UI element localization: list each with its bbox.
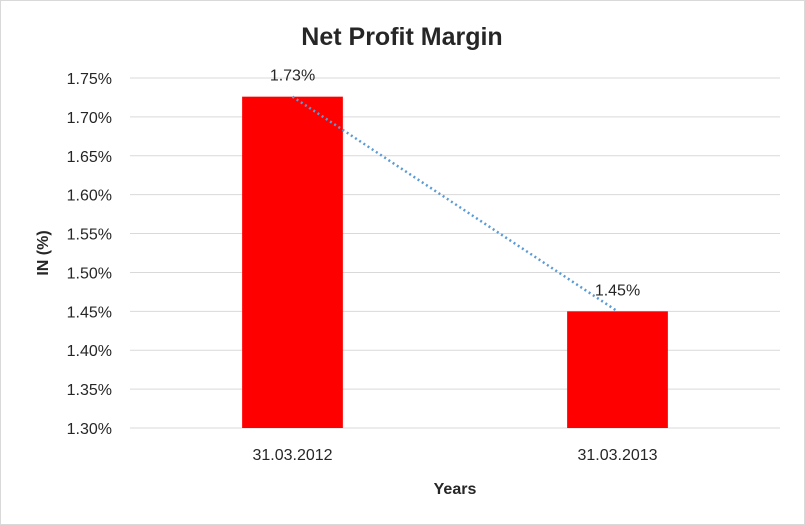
bar [242, 96, 343, 429]
y-tick-label: 1.45% [67, 304, 112, 321]
y-tick-label: 1.40% [67, 343, 112, 360]
y-tick-label: 1.30% [67, 421, 112, 438]
y-tick-label: 1.70% [67, 110, 112, 127]
y-tick-label: 1.55% [67, 227, 112, 244]
y-axis-title: IN (%) [35, 230, 52, 275]
data-label: 1.45% [595, 282, 640, 299]
x-axis-title: Years [434, 481, 477, 498]
data-label: 1.73% [270, 68, 315, 85]
y-tick-label: 1.60% [67, 188, 112, 205]
bar [567, 311, 668, 428]
bars [242, 96, 668, 429]
chart-title: Net Profit Margin [301, 23, 502, 51]
data-labels: 1.73% 1.45% [270, 68, 640, 300]
y-axis-ticks: 1.30% 1.35% 1.40% 1.45% 1.50% 1.55% 1.60% 1.65%… [67, 71, 112, 438]
y-tick-label: 1.65% [67, 149, 112, 166]
y-tick-label: 1.50% [67, 265, 112, 282]
y-tick-label: 1.35% [67, 382, 112, 399]
gridlines [130, 77, 780, 429]
x-axis-ticks: 31.03.2012 31.03.2013 [252, 447, 657, 464]
x-tick-label: 31.03.2013 [577, 447, 657, 464]
y-tick-label: 1.75% [67, 71, 112, 88]
x-tick-label: 31.03.2012 [252, 447, 332, 464]
